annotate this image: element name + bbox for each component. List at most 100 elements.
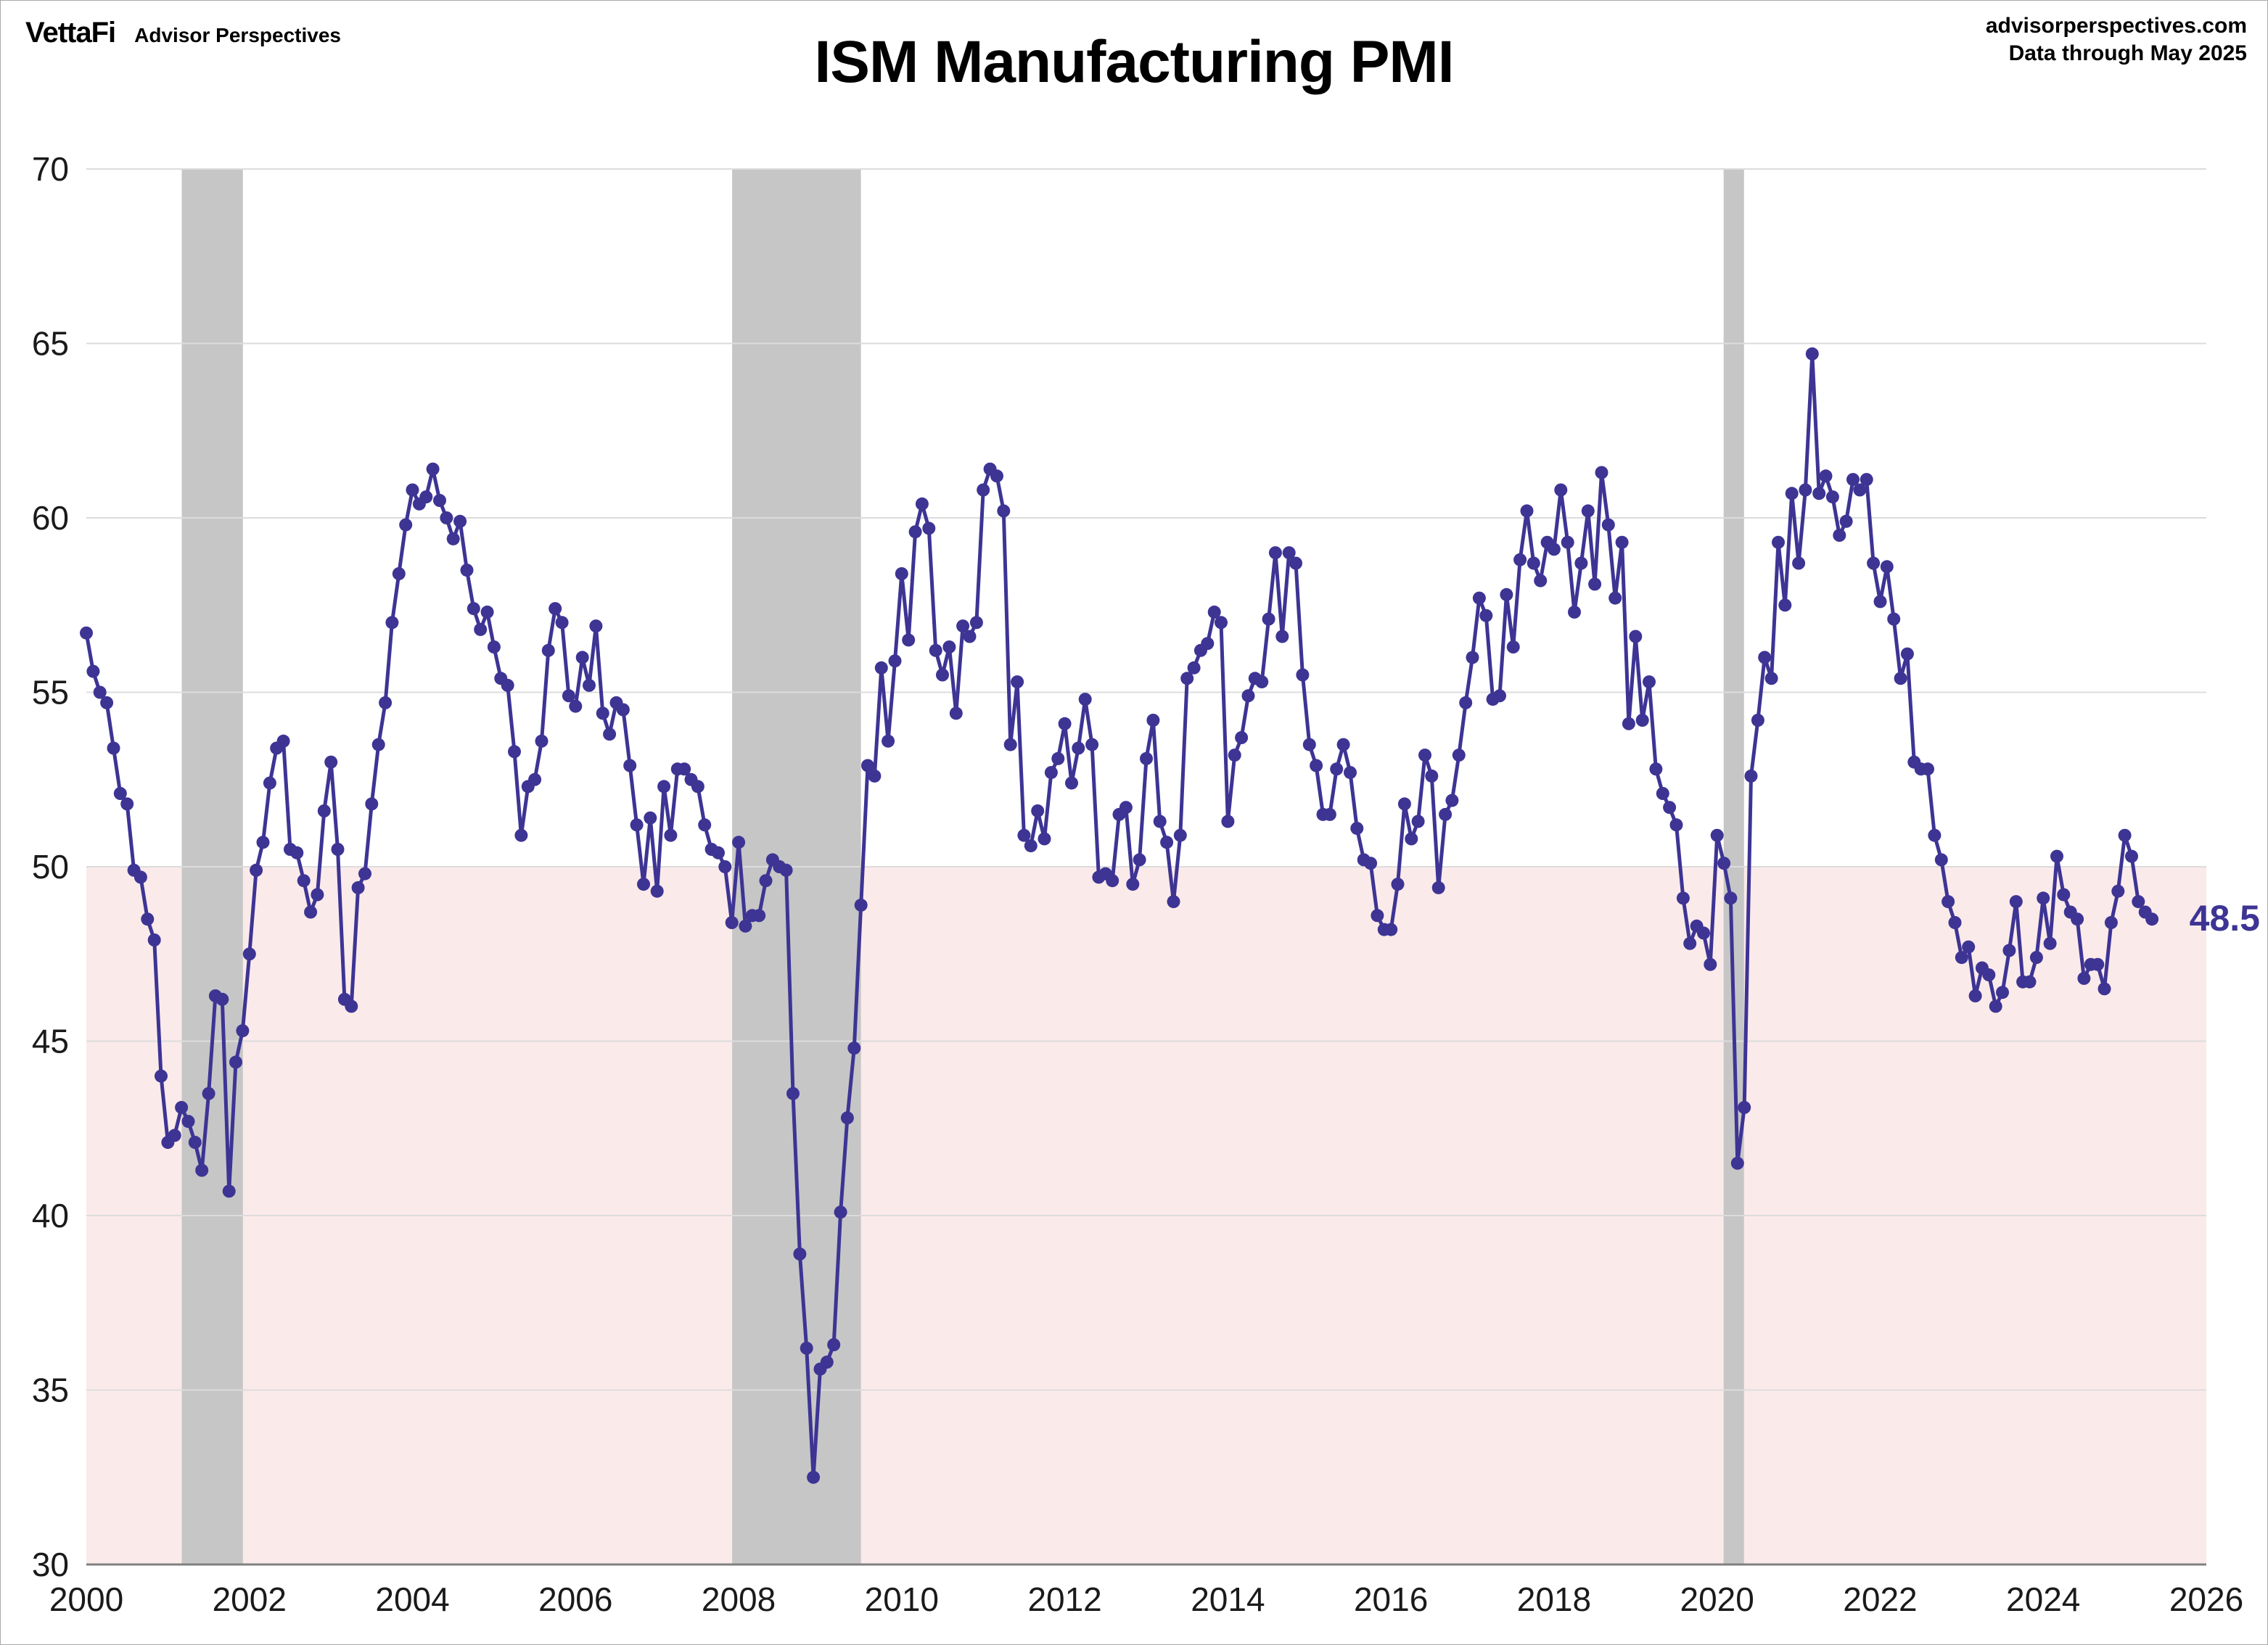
data-point [1534, 574, 1548, 588]
data-point [929, 643, 942, 657]
data-point [895, 567, 908, 580]
data-point [1561, 535, 1574, 549]
data-point [678, 762, 691, 776]
data-point [2145, 912, 2159, 926]
data-point [732, 836, 746, 849]
data-point [575, 651, 589, 664]
data-point [759, 874, 773, 888]
data-point [1649, 762, 1663, 776]
data-point [406, 483, 419, 497]
data-point [603, 727, 617, 741]
data-point [1833, 529, 1846, 542]
data-point [2118, 828, 2132, 842]
data-point [1669, 818, 1683, 832]
data-point [1425, 769, 1439, 783]
data-point [1772, 535, 1785, 549]
data-point [2029, 951, 2043, 965]
data-point [351, 881, 365, 894]
data-point [861, 759, 874, 772]
data-point [311, 888, 324, 902]
data-point [1785, 487, 1799, 500]
data-point [2057, 888, 2071, 902]
data-point [1201, 637, 1215, 651]
data-point [1900, 647, 1914, 661]
data-point [371, 738, 385, 751]
data-point [433, 494, 446, 507]
data-point [324, 755, 338, 769]
data-point [1493, 689, 1506, 703]
data-point [977, 483, 990, 497]
x-tick-label: 2012 [1027, 1580, 1101, 1618]
x-tick-label: 2018 [1517, 1580, 1591, 1618]
data-point [1622, 717, 1635, 730]
data-point [1479, 609, 1493, 622]
data-point [480, 605, 494, 619]
data-point [93, 685, 107, 699]
data-point [2132, 895, 2145, 909]
data-point [331, 843, 345, 856]
data-point [358, 867, 371, 881]
data-point [915, 497, 929, 511]
data-point [541, 643, 555, 657]
data-point [637, 878, 650, 891]
data-point [1310, 759, 1323, 772]
x-tick-label: 2016 [1354, 1580, 1428, 1618]
x-tick-label: 2010 [865, 1580, 939, 1618]
data-point [1574, 556, 1588, 570]
data-point [2009, 895, 2023, 909]
y-tick-label: 60 [32, 499, 69, 537]
data-point [800, 1341, 813, 1355]
data-point [1615, 535, 1629, 549]
data-point [2091, 957, 2105, 971]
data-point [1853, 483, 1867, 497]
data-point [107, 741, 120, 755]
data-point [1656, 787, 1669, 800]
y-tick-label: 45 [32, 1023, 69, 1060]
data-point [2002, 944, 2016, 957]
data-point [1466, 651, 1479, 664]
data-point [474, 622, 488, 636]
data-point [630, 818, 644, 832]
data-point [1106, 874, 1119, 888]
data-point [1140, 751, 1153, 765]
x-tick-label: 2022 [1843, 1580, 1917, 1618]
data-point [535, 734, 548, 748]
data-point [1330, 762, 1344, 776]
data-point [2098, 982, 2111, 996]
data-point [1955, 951, 1968, 965]
data-point [446, 532, 460, 545]
data-point [1268, 546, 1282, 560]
data-point [1825, 490, 1839, 504]
data-point [1235, 731, 1249, 744]
data-point [250, 863, 263, 877]
data-point [1710, 828, 1724, 842]
data-point [1873, 595, 1887, 609]
x-tick-label: 2024 [2006, 1580, 2080, 1618]
data-point [2077, 971, 2091, 985]
data-point [548, 602, 562, 616]
data-point [712, 846, 725, 859]
data-point [113, 787, 127, 800]
vettafi-logo: VettaFi [25, 17, 116, 49]
data-point [1738, 1100, 1751, 1114]
data-point [1439, 807, 1453, 821]
data-point [1601, 518, 1615, 532]
data-point [263, 776, 276, 790]
data-point [949, 706, 963, 720]
data-point [623, 759, 637, 772]
data-point [942, 640, 956, 654]
data-point [1228, 749, 1241, 762]
data-point [1568, 605, 1581, 619]
x-tick-label: 2026 [2169, 1580, 2243, 1618]
data-point [1805, 347, 1819, 360]
data-point [202, 1087, 215, 1100]
data-point [1608, 591, 1622, 605]
data-point [1643, 675, 1656, 689]
data-point [1744, 769, 1758, 783]
data-point [644, 811, 657, 825]
data-point [1547, 543, 1561, 556]
data-point [528, 772, 542, 786]
data-point [1180, 672, 1194, 685]
data-point [1934, 853, 1948, 867]
data-point [1350, 822, 1364, 836]
